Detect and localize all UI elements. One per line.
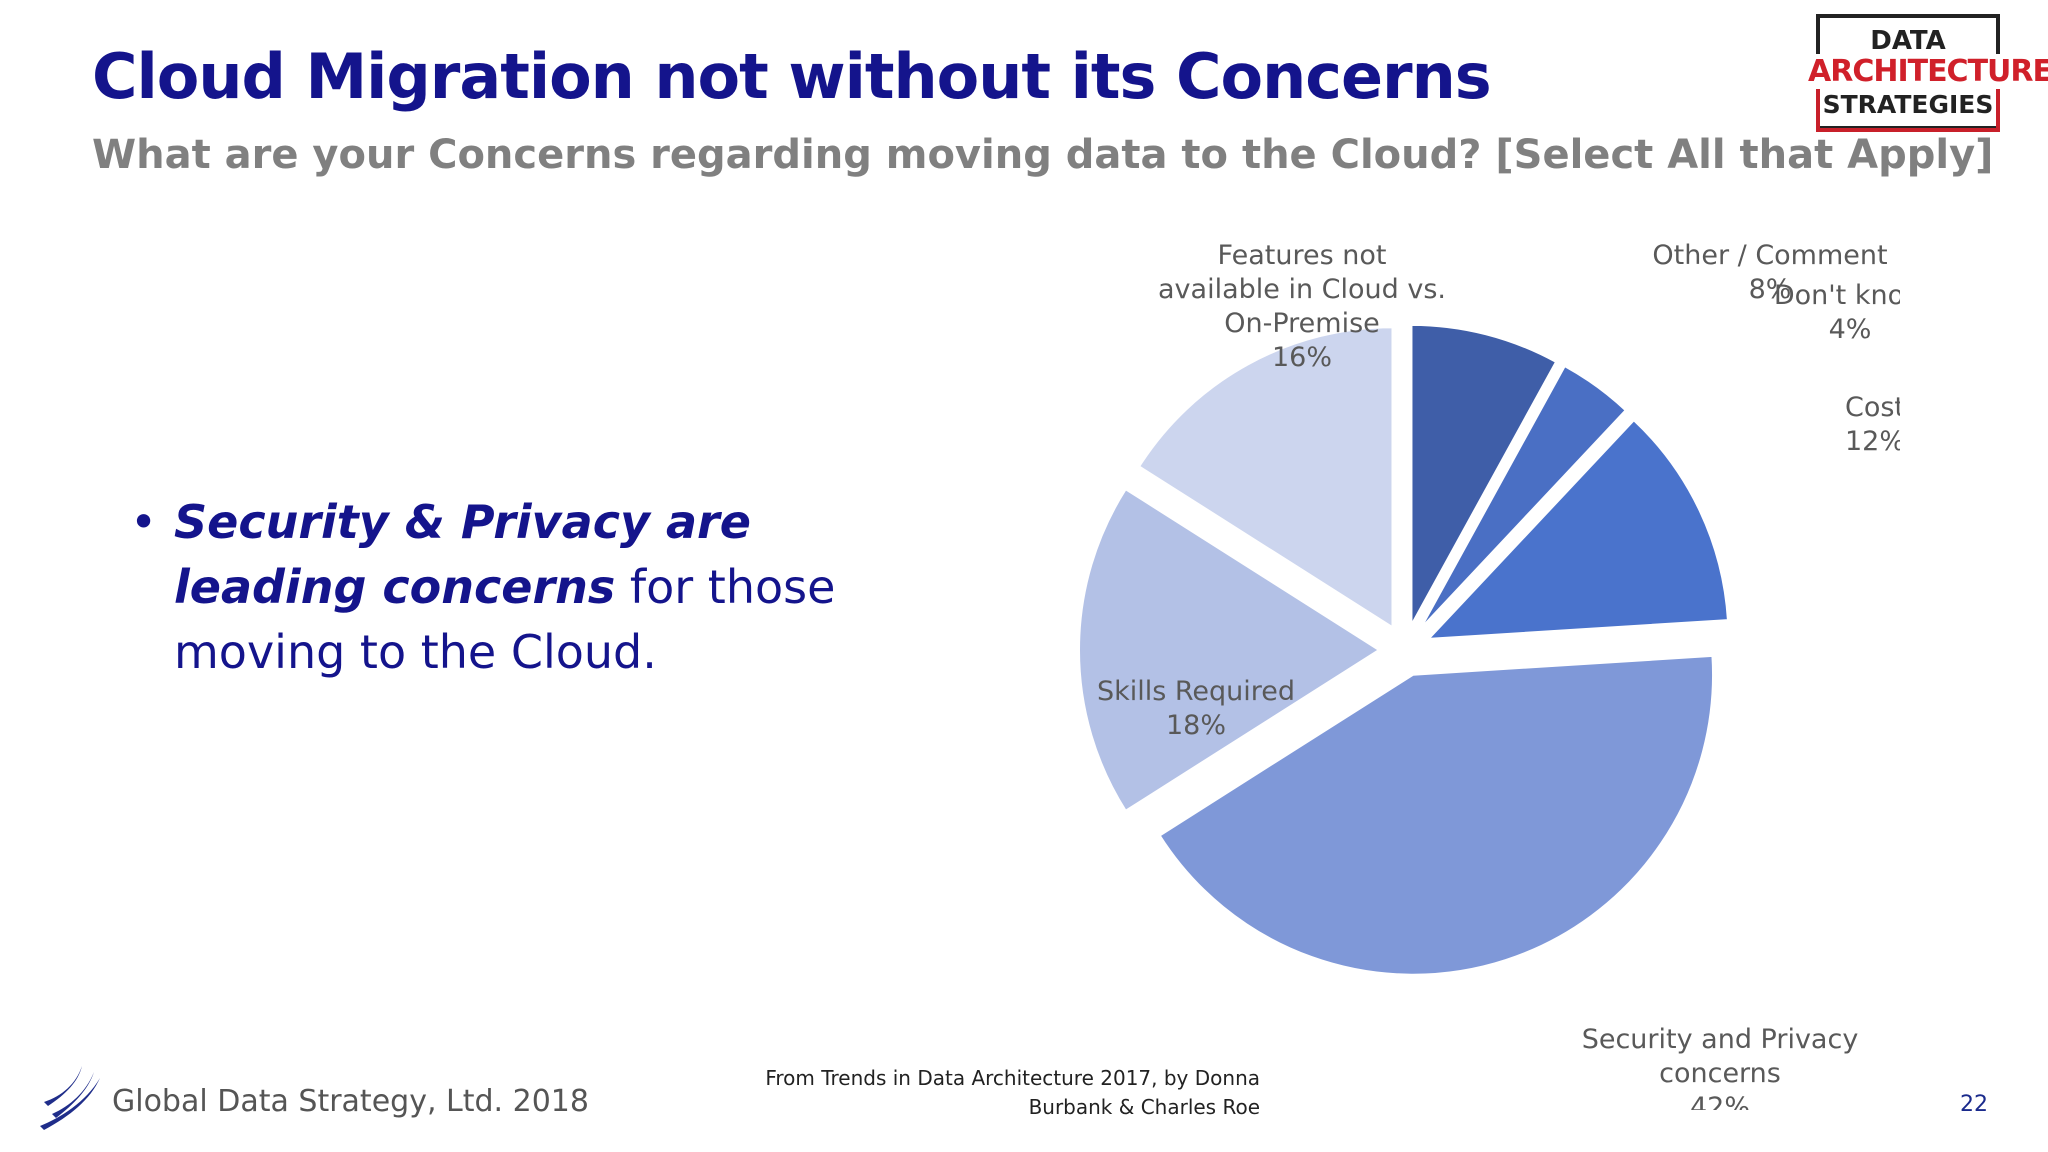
bullet-dot-icon: • <box>130 495 158 549</box>
bullet-rest: for those moving to the Cloud. <box>174 560 836 679</box>
pie-slice <box>1158 654 1715 976</box>
logo-line-2: ARCHITECTURE <box>1808 54 2048 89</box>
footer-company: Global Data Strategy, Ltd. 2018 <box>112 1084 589 1119</box>
bullet-text: Security & Privacy are leading concerns … <box>174 490 870 685</box>
pie-slice <box>1426 418 1729 641</box>
source-citation: From Trends in Data Architecture 2017, b… <box>765 1066 1260 1119</box>
pie-slice-label: Security and Privacy concerns 42% <box>1582 1024 1859 1110</box>
global-data-strategy-logo-icon <box>40 1066 100 1130</box>
logo-frame-red <box>1816 72 2000 132</box>
logo-line-1: DATA <box>1870 26 1946 56</box>
pie-slice <box>1410 323 1558 626</box>
pie-slice <box>1078 487 1381 813</box>
page-number: 22 <box>1960 1092 1988 1117</box>
bullet-point: • Security & Privacy are leading concern… <box>130 490 870 685</box>
pie-slice-label: Skills Required 18% <box>1097 676 1295 741</box>
pie-slice-label: Other / Comment 8% <box>1652 240 1887 305</box>
pie-slice <box>1419 364 1628 630</box>
data-architecture-strategies-logo: DATA ARCHITECTURE STRATEGIES <box>1808 14 2048 132</box>
pie-slice-label: Cost 12% <box>1845 392 1900 457</box>
pie-slice-label: Don't know4% <box>1774 280 1900 345</box>
pie-slice-label: Features not available in Cloud vs. On-Pre… <box>1158 240 1446 373</box>
slide-subtitle: What are your Concerns regarding moving … <box>92 132 1994 178</box>
logo-line-3: STRATEGIES <box>1822 90 1994 119</box>
slide-title: Cloud Migration not without its Concerns <box>92 40 1492 113</box>
bullet-emphasis: Security & Privacy are leading concerns <box>174 495 751 614</box>
pie-slice <box>1137 326 1394 630</box>
